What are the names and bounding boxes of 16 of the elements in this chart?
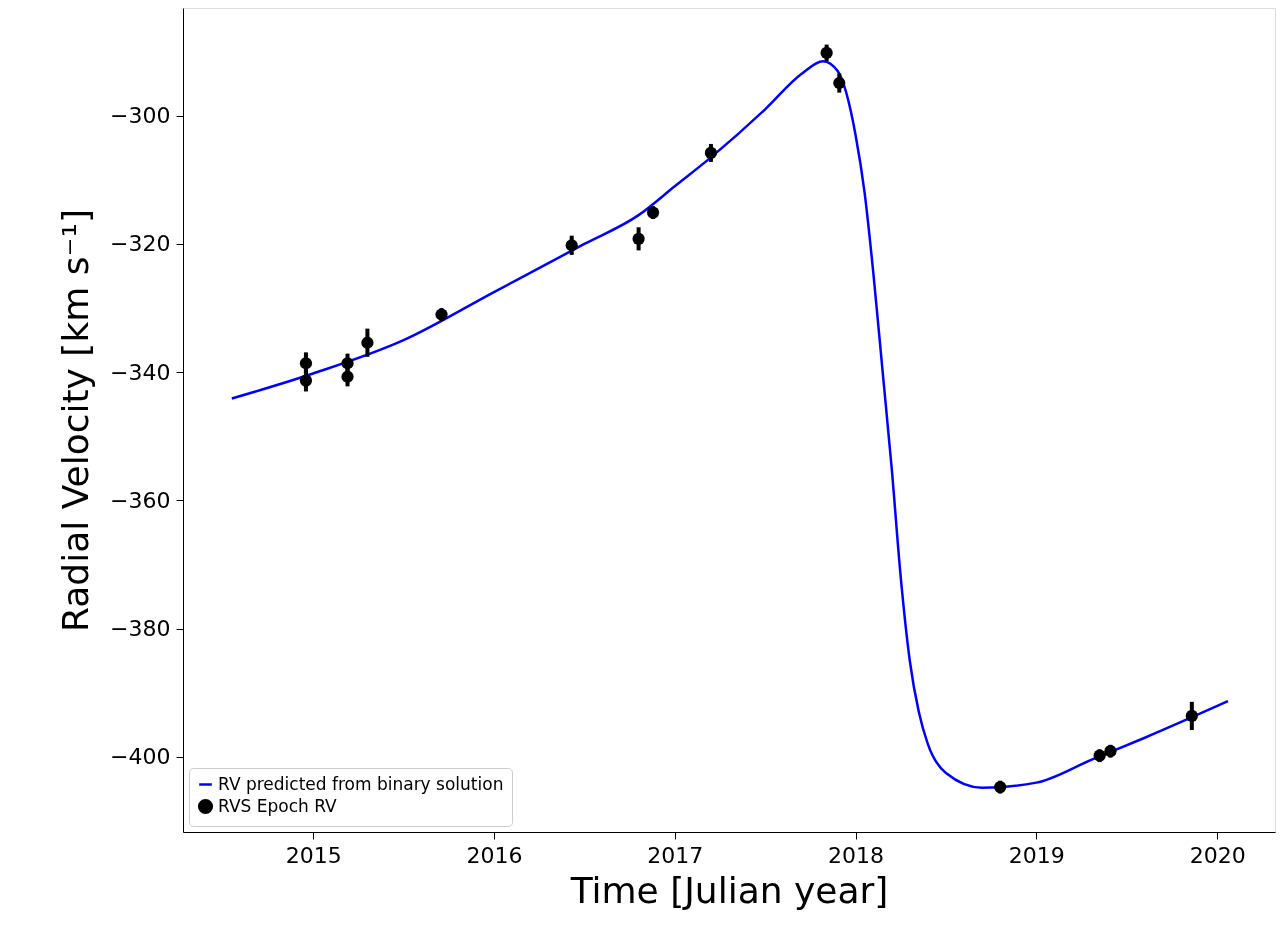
x-tick-label: 2015 [285,842,342,868]
y-tick-label: −400 [110,744,171,770]
y-axis-title: Radial Velocity [km s⁻¹] [55,209,97,632]
x-tick-label: 2016 [466,842,523,868]
y-tick-label: −320 [110,231,171,257]
x-tick-label: 2020 [1189,842,1246,868]
x-tick-label: 2018 [828,842,885,868]
legend-label: RV predicted from binary solution [218,773,504,794]
x-tick-label: 2017 [647,842,704,868]
y-tick-label: −380 [110,616,171,642]
x-tick-label: 2019 [1008,842,1065,868]
y-tick-label: −340 [110,359,171,385]
legend-label: RVS Epoch RV [218,795,338,816]
y-tick-label: −360 [110,487,171,513]
x-axis-title: Time [Julian year] [569,869,889,911]
y-tick-label: −300 [110,103,171,129]
